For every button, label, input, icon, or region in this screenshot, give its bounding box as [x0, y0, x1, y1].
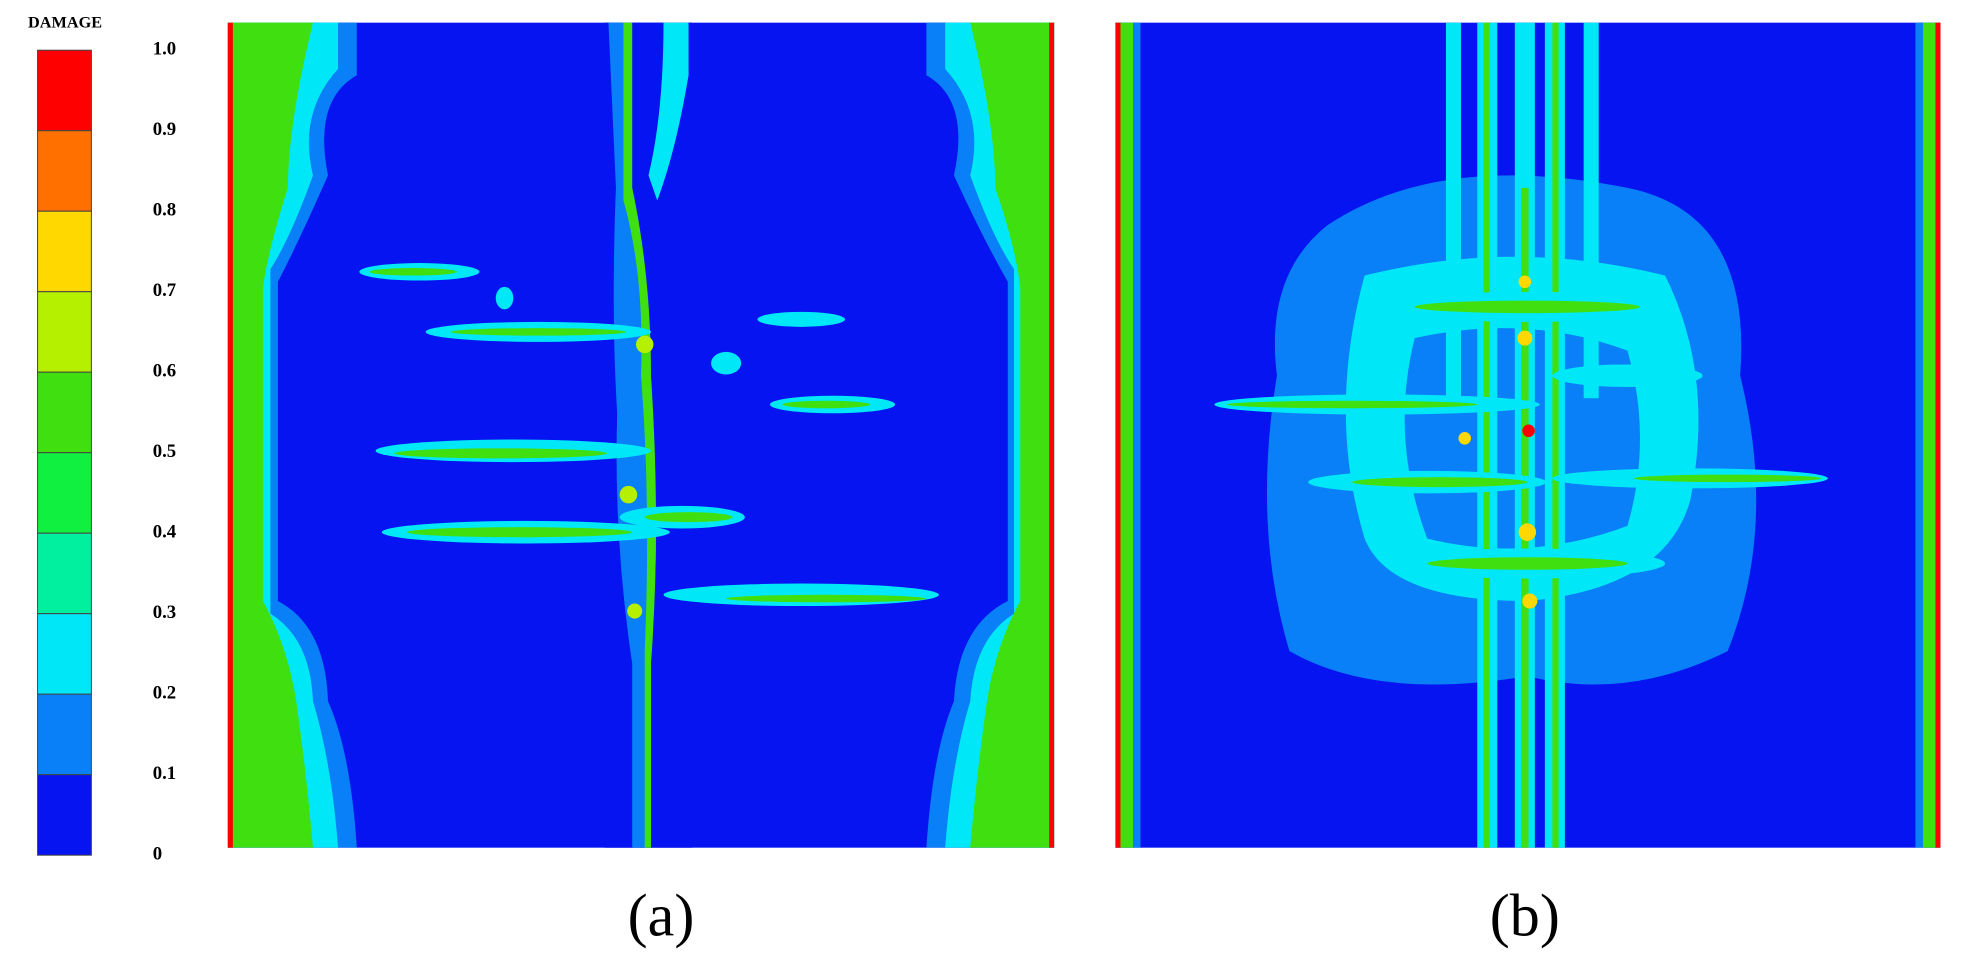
colorbar-label: 0.9 [153, 119, 176, 140]
panel-a-contour [227, 22, 1055, 848]
colorbar: 1.0 0.9 0.8 0.7 0.6 0.5 0.4 0.3 0.2 0.1 0 [37, 39, 177, 865]
colorbar-band [37, 693, 92, 776]
colorbar-label: 0.7 [153, 280, 176, 301]
colorbar-label: 0.6 [153, 361, 176, 382]
colorbar-band [37, 371, 92, 454]
panel-b-contour [1115, 22, 1941, 848]
colorbar-label: 0.3 [153, 602, 176, 623]
colorbar-band [37, 291, 92, 373]
colorbar-label: 0.5 [153, 441, 176, 462]
colorbar-band [37, 613, 92, 695]
colorbar-band [37, 49, 92, 132]
colorbar-label: 0.4 [153, 522, 177, 543]
colorbar-label: 1.0 [153, 39, 176, 60]
colorbar-band [37, 532, 92, 615]
panel-label: (b) [1490, 881, 1560, 948]
colorbar-band [37, 130, 92, 212]
colorbar-band [37, 210, 92, 293]
colorbar-band [37, 774, 92, 856]
colorbar-label: 0 [153, 844, 162, 865]
panel-label: (a) [628, 881, 695, 948]
colorbar-label: 0.8 [153, 200, 176, 221]
colorbar-label: 0.1 [153, 763, 176, 784]
colorbar-label: 0.2 [153, 683, 176, 704]
colorbar-band [37, 452, 92, 534]
colorbar-title: DAMAGE [28, 14, 102, 32]
